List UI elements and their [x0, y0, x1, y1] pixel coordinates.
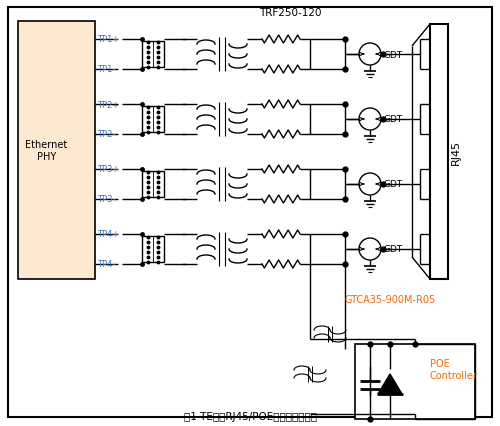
Text: TP2+: TP2+ — [97, 100, 120, 109]
Text: GDT: GDT — [383, 245, 402, 254]
Text: TP1-: TP1- — [97, 65, 116, 74]
Text: GDT: GDT — [383, 180, 402, 189]
Bar — [142, 172, 164, 198]
Bar — [142, 236, 164, 262]
Bar — [430, 25, 448, 279]
Text: POE
Controller: POE Controller — [430, 358, 478, 380]
Text: Ethernet
PHY: Ethernet PHY — [26, 140, 68, 161]
Text: TP1+: TP1+ — [97, 35, 120, 44]
Text: GDT: GDT — [383, 115, 402, 124]
Text: TP3-: TP3- — [97, 195, 116, 204]
Text: TP3+: TP3+ — [97, 165, 120, 174]
Text: TP2-: TP2- — [97, 130, 116, 139]
Text: RJ45: RJ45 — [451, 140, 461, 165]
Text: GTCA35-900M-R05: GTCA35-900M-R05 — [344, 294, 436, 304]
Bar — [355, 344, 475, 419]
Polygon shape — [378, 374, 402, 394]
Text: GDT: GDT — [383, 50, 402, 59]
Bar — [18, 22, 95, 279]
Bar — [142, 107, 164, 132]
Bar — [142, 42, 164, 68]
Text: 图1 TE关于RJ45/POE端口的解决方案: 图1 TE关于RJ45/POE端口的解决方案 — [184, 411, 316, 421]
Text: TP4-: TP4- — [97, 260, 116, 269]
Text: TRF250-120: TRF250-120 — [259, 8, 321, 18]
Text: TP4+: TP4+ — [97, 230, 120, 239]
